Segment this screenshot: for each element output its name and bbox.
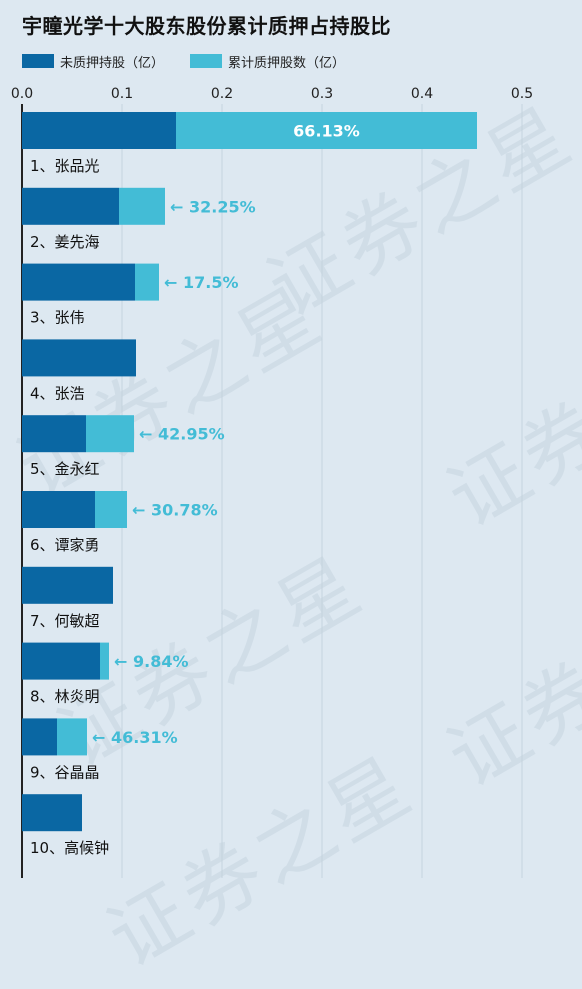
category-label: 9、谷晶晶 [30, 763, 100, 781]
bar-unpledged [22, 642, 100, 680]
data-label: ← 30.78% [132, 501, 218, 520]
bar-unpledged [22, 112, 176, 149]
x-tick-label: 0.2 [211, 86, 233, 102]
category-label: 5、金永红 [30, 460, 100, 478]
bar-pledged [176, 112, 477, 149]
category-label: 6、谭家勇 [30, 536, 100, 554]
legend-label-unpledged: 未质押持股（亿） [60, 55, 165, 71]
category-label: 1、张品光 [30, 157, 100, 175]
bar-pledged [119, 187, 165, 225]
legend: 未质押持股（亿） 累计质押股数（亿） [22, 52, 371, 71]
bar-unpledged [22, 491, 95, 528]
category-label: 2、姜先海 [30, 233, 100, 251]
category-label: 10、高候钟 [30, 839, 109, 857]
data-label: ← 9.84% [114, 652, 188, 671]
bar-chart: 0.0 0.1 0.2 0.3 0.4 0.5 66.13% 1、张品光 ← 32.25% 2、姜… [11, 86, 533, 878]
bar-unpledged [22, 794, 82, 832]
x-tick-label: 0.0 [11, 86, 33, 102]
legend-label-pledged: 累计质押股数（亿） [228, 55, 346, 71]
legend-item-pledged: 累计质押股数（亿） [190, 52, 345, 71]
bar-unpledged [22, 263, 135, 301]
bar-unpledged [22, 415, 86, 453]
bar-pledged [135, 263, 159, 301]
data-label: ← 46.31% [92, 728, 178, 747]
data-label: 66.13% [293, 122, 360, 141]
category-label: 7、何敏超 [30, 612, 100, 630]
x-tick-label: 0.5 [511, 86, 533, 102]
bar-pledged [86, 415, 134, 453]
x-tick-label: 0.3 [311, 86, 333, 102]
bar-unpledged [22, 187, 119, 225]
bar-pledged [95, 491, 127, 528]
data-label: ← 42.95% [139, 425, 225, 444]
data-label: ← 32.25% [170, 197, 256, 216]
data-label: ← 17.5% [164, 273, 238, 292]
bar-pledged [57, 718, 87, 756]
bar-unpledged [22, 566, 113, 604]
bar-unpledged [22, 718, 57, 756]
category-label: 8、林炎明 [30, 688, 100, 706]
category-label: 4、张浩 [30, 384, 85, 402]
x-tick-label: 0.4 [411, 86, 433, 102]
x-tick-label: 0.1 [111, 86, 133, 102]
chart-title: 宇瞳光学十大股东股份累计质押占持股比 [22, 14, 391, 38]
bar-pledged [100, 642, 109, 680]
bar-unpledged [22, 339, 136, 377]
legend-swatch-pledged [190, 54, 223, 68]
legend-item-unpledged: 未质押持股（亿） [22, 52, 164, 71]
legend-swatch-unpledged [22, 54, 54, 68]
category-label: 3、张伟 [30, 309, 85, 327]
